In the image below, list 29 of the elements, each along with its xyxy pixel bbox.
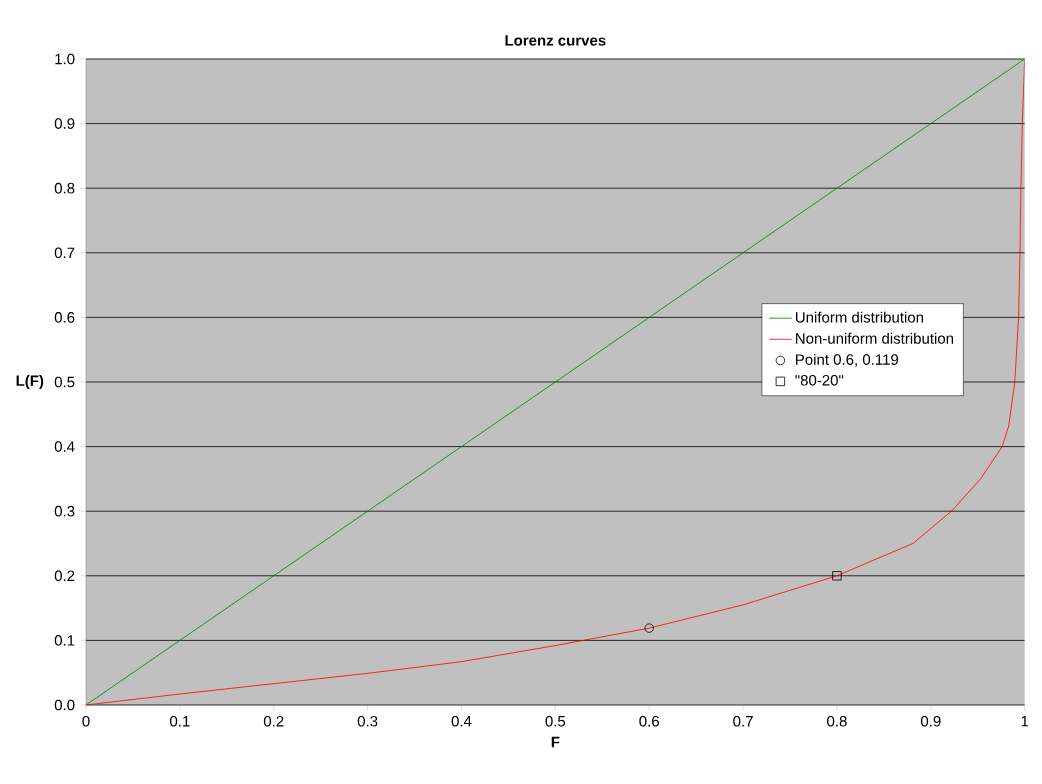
- x-tick-label: 0: [82, 715, 90, 727]
- y-tick-label: 0.2: [54, 570, 75, 582]
- y-tick-label: 0.5: [54, 376, 75, 388]
- x-tick-label: 1: [1021, 715, 1029, 727]
- x-tick-label: 0.7: [733, 715, 753, 727]
- x-tick-label: 0.1: [170, 715, 190, 727]
- y-tick-label: 0.9: [54, 118, 75, 129]
- legend-label: Non-uniform distribution: [796, 332, 954, 344]
- legend-label: "80-20": [795, 375, 844, 386]
- y-tick-label: 0.1: [54, 635, 75, 646]
- chart-title: Lorenz curves: [505, 35, 606, 46]
- x-axis-title: F: [551, 736, 560, 748]
- x-tick-label: 0.5: [545, 715, 566, 727]
- x-tick-label: 0.2: [263, 715, 284, 727]
- y-tick-label: 1.0: [55, 53, 75, 65]
- y-tick-label: 0.0: [54, 699, 75, 711]
- x-tick-label: 0.3: [357, 715, 378, 727]
- x-tick-label: 0.8: [827, 715, 847, 727]
- legend-label: Uniform distribution: [795, 311, 924, 323]
- legend-label: Point 0.6, 0.119: [796, 353, 899, 367]
- y-tick-label: 0.3: [54, 505, 75, 517]
- x-tick-label: 0.4: [451, 715, 472, 727]
- y-tick-label: 0.8: [54, 182, 75, 194]
- x-tick-label: 0.6: [639, 715, 659, 727]
- y-axis-title: L(F): [16, 374, 44, 389]
- y-tick-label: 0.4: [54, 441, 75, 452]
- y-tick-label: 0.6: [54, 312, 75, 323]
- x-tick-label: 0.9: [920, 715, 941, 727]
- y-tick-label: 0.7: [54, 247, 75, 259]
